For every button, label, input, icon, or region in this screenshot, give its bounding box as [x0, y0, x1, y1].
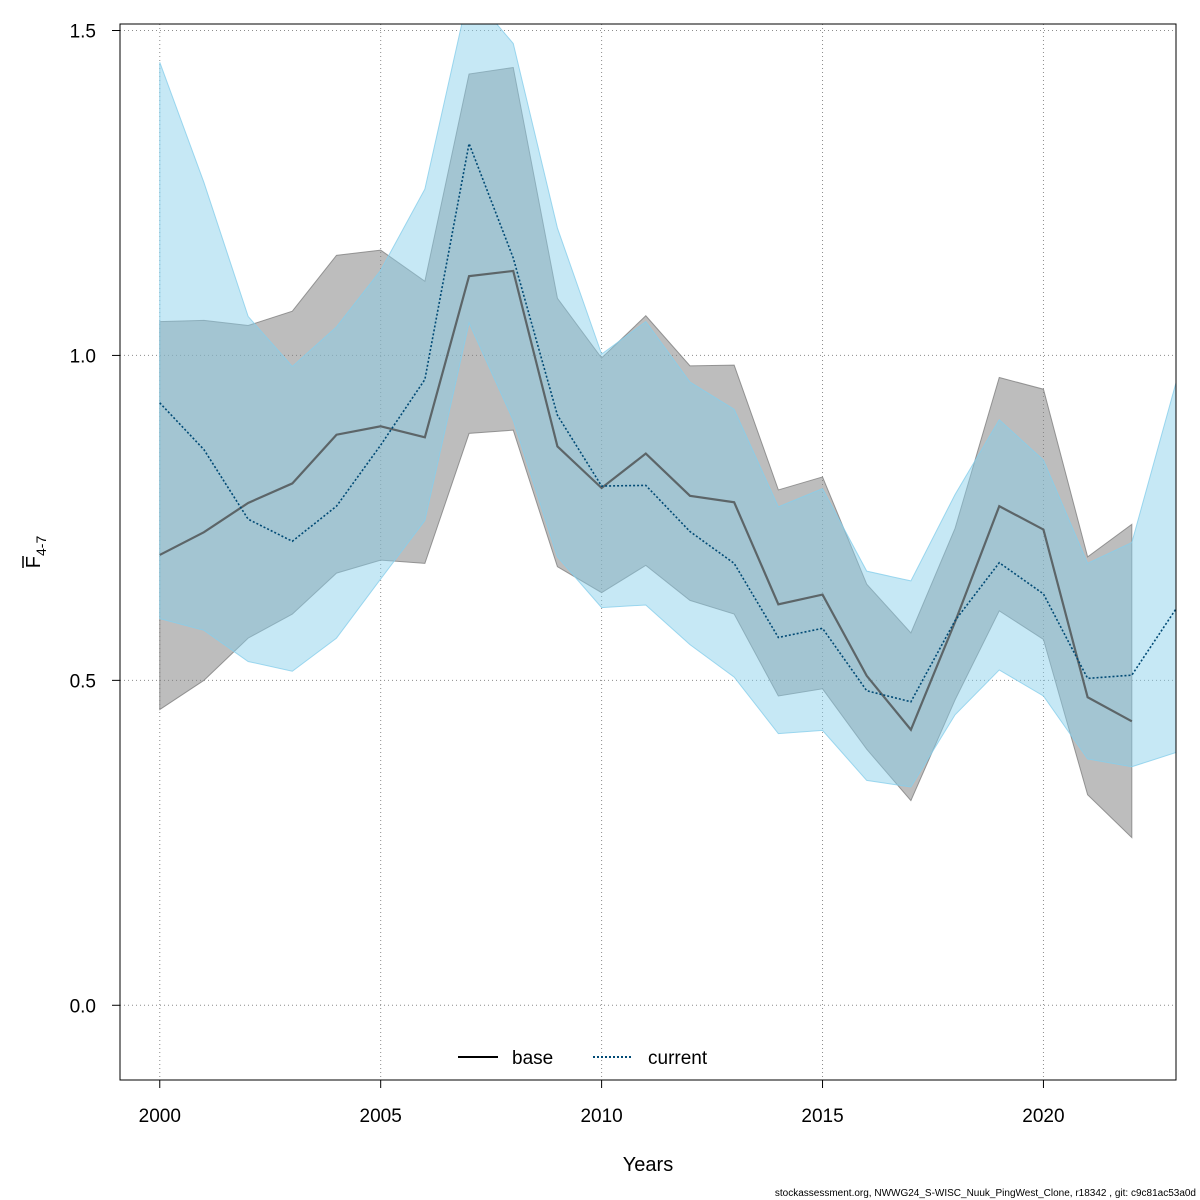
x-tick-label: 2000 — [139, 1106, 181, 1127]
x-tick-label: 2010 — [580, 1106, 622, 1127]
x-tick-label: 2005 — [360, 1106, 402, 1127]
y-tick-label: 1.5 — [70, 21, 96, 42]
y-axis-title-main: F — [23, 556, 45, 568]
legend-current-label: current — [648, 1048, 708, 1069]
axes: 2000 2005 2010 2015 2020 0.0 0.5 1.0 1.5 — [70, 21, 1065, 1127]
svg-text:F4-7: F4-7 — [23, 536, 49, 569]
y-tick-label: 1.0 — [70, 346, 96, 367]
legend-base-label: base — [512, 1048, 553, 1069]
footer-note: stockassessment.org, NWWG24_S-WISC_Nuuk_… — [775, 1188, 1196, 1199]
x-tick-label: 2015 — [801, 1106, 843, 1127]
series-lines — [159, 140, 1176, 732]
x-tick-label: 2020 — [1022, 1106, 1064, 1127]
y-axis-title-subscript: 4-7 — [33, 536, 49, 556]
series-line-base — [159, 269, 1133, 732]
series-line-current — [159, 140, 1176, 703]
legend: base current — [458, 1048, 708, 1069]
y-tick-label: 0.5 — [70, 671, 96, 692]
confidence-band-current — [159, 24, 1176, 788]
y-axis-title: F4-7 — [22, 536, 49, 569]
y-tick-label: 0.0 — [70, 996, 96, 1017]
x-axis-title: Years — [623, 1154, 673, 1176]
